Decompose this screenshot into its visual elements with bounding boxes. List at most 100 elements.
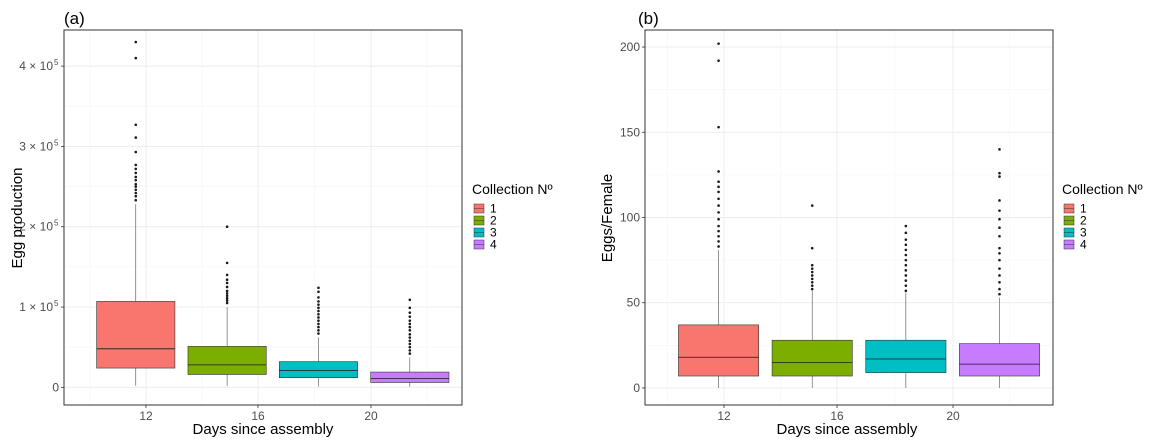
panel-b-box-4: [959, 343, 1040, 377]
panel-b-outlier-1: [717, 211, 720, 214]
panel-b-boxes: [678, 42, 1040, 388]
panel-b-outlier-2: [810, 204, 814, 207]
panel-b-box-2: [771, 339, 853, 377]
panel-a-outlier-3: [317, 306, 320, 310]
panel-a-outlier-2: [225, 296, 229, 300]
panel-b-legend-title: Collection Nº: [1062, 181, 1143, 197]
panel-a-outlier-2: [225, 299, 229, 302]
panel-a-outlier-3: [317, 309, 320, 313]
panel-b-outlier-1: [717, 180, 720, 184]
panel-a-outlier-1: [134, 188, 138, 192]
panel-a-y-ticks: 01 × 10 52 × 10 53 × 10 54 × 10 5: [19, 58, 64, 394]
panel-a-box-3: [279, 361, 358, 378]
panel-b-outlier-2: [810, 284, 814, 287]
panel-a: (a) 01 × 10 52 × 10 53 × 10 54 × 10 5 12 16 20…: [9, 9, 553, 438]
panel-a-outlier-3: [317, 329, 320, 332]
panel-a-legend-label-4: 4: [490, 238, 497, 252]
panel-a-y-tick-exponent: 5: [54, 219, 59, 228]
panel-a-y-tick-label: 3 × 10: [19, 139, 53, 153]
panel-b-outlier-4: [998, 199, 1001, 202]
panel-a-outlier-4: [408, 322, 412, 326]
panel-a-outlier-4: [408, 325, 412, 329]
panel-b-outlier-3: [904, 243, 908, 247]
panel-a-outlier-1: [134, 123, 138, 127]
panel-b-outlier-4: [998, 274, 1001, 277]
panel-a-outlier-2: [225, 289, 229, 293]
panel-b-outlier-1: [717, 217, 720, 221]
panel-b-outlier-2: [810, 270, 814, 274]
panel-b-outlier-3: [904, 269, 908, 272]
panel-b-legend-label-3: 3: [1080, 226, 1087, 240]
panel-a-outlier-4: [408, 342, 412, 346]
panel-a-outlier-2: [225, 292, 229, 295]
panel-b-outlier-3: [904, 253, 908, 257]
panel-a-outlier-1: [134, 171, 138, 175]
panel-b-outlier-1: [717, 234, 720, 238]
panel-b-y-tick-label: 200: [620, 40, 640, 54]
panel-a-outlier-2: [225, 225, 229, 229]
panel-a-outlier-4: [408, 339, 412, 343]
panel-a-outlier-1: [134, 163, 138, 167]
panel-a-outlier-1: [134, 194, 138, 198]
panel-b-y-tick-label: 150: [620, 125, 640, 139]
panel-a-outlier-1: [134, 182, 138, 186]
panel-a-outlier-4: [408, 329, 412, 332]
panel-b-legend-label-1: 1: [1080, 202, 1087, 216]
panel-b-y-tick-label: 50: [627, 296, 641, 310]
panel-a-outlier-1: [134, 136, 138, 139]
panel-a-x-tick-label: 20: [364, 409, 378, 423]
panel-a-outlier-1: [134, 178, 138, 182]
panel-b-outlier-2: [810, 277, 814, 281]
panel-a-outlier-3: [317, 332, 320, 335]
panel-a-outlier-4: [408, 352, 412, 355]
panel-b-outlier-1: [717, 240, 720, 243]
panel-a-y-tick-label: 0: [52, 380, 59, 394]
panel-a-x-tick-label: 16: [251, 409, 265, 423]
panel-a-outlier-1: [134, 191, 138, 195]
panel-a-boxes: [96, 40, 450, 387]
panel-b-box-3: [865, 339, 947, 373]
panel-a-outlier-4: [408, 336, 412, 339]
panel-b-outlier-4: [998, 175, 1001, 178]
panel-a-outlier-3: [317, 312, 320, 316]
panel-b-outlier-4: [998, 234, 1001, 238]
panel-a-outlier-4: [408, 333, 412, 336]
panel-a-outlier-3: [317, 322, 320, 326]
panel-a-outlier-2: [225, 301, 229, 305]
panel-b-outlier-4: [998, 148, 1001, 151]
panel-b-outlier-4: [998, 280, 1001, 284]
panel-b-outlier-4: [998, 258, 1001, 262]
panel-a-x-ticks: 12 16 20: [139, 405, 378, 423]
panel-b-outlier-1: [717, 197, 720, 201]
panel-a-outlier-4: [408, 298, 412, 302]
panel-a-box-2: [187, 346, 267, 375]
panel-a-y-tick-exponent: 5: [54, 58, 59, 67]
panel-a-outlier-1: [134, 150, 138, 154]
panel-b-outlier-3: [904, 248, 908, 252]
panel-b-outlier-3: [904, 238, 908, 241]
panel-a-y-axis-title: Egg production: [9, 168, 26, 269]
panel-a-outlier-1: [134, 175, 138, 179]
panel-a-outlier-2: [225, 278, 229, 282]
panel-b-outlier-3: [904, 289, 908, 293]
panel-b-y-tick-label: 0: [633, 381, 640, 395]
panel-b-outlier-2: [810, 246, 814, 250]
panel-b-outlier-3: [904, 258, 908, 262]
panel-b-outlier-1: [717, 125, 720, 129]
panel-a-outlier-3: [317, 290, 320, 294]
panel-a-legend-label-2: 2: [490, 214, 497, 228]
panel-a-outlier-1: [134, 40, 138, 44]
panel-b-outlier-4: [998, 226, 1001, 230]
panel-b-outlier-1: [717, 185, 720, 189]
panel-b-x-tick-label: 16: [830, 409, 844, 423]
panel-a-outlier-3: [317, 300, 320, 303]
panel-b-outlier-1: [717, 170, 720, 173]
panel-a-minor-grid: [64, 30, 462, 405]
panel-a-outlier-2: [225, 273, 229, 277]
panel-a-y-tick-exponent: 5: [54, 138, 59, 147]
panel-a-outlier-2: [225, 285, 229, 289]
panel-b-outlier-3: [904, 279, 908, 282]
